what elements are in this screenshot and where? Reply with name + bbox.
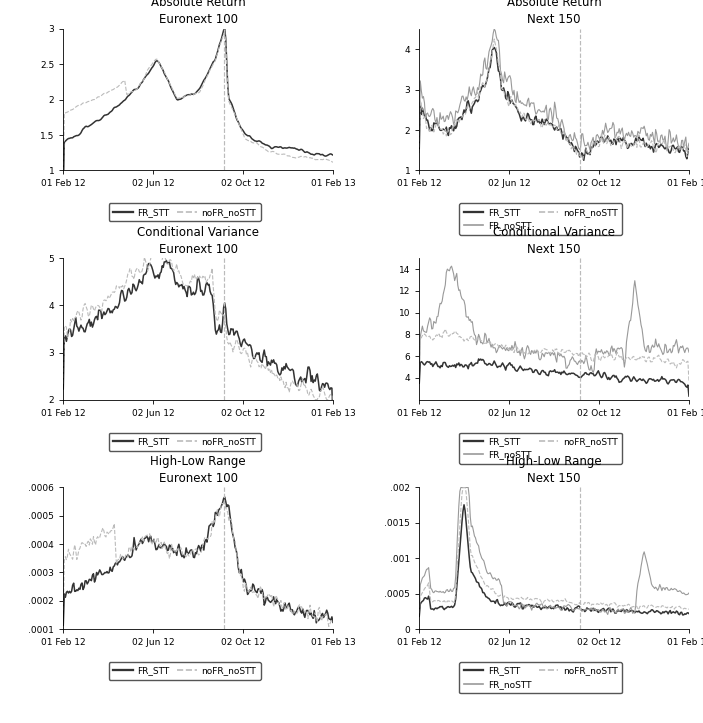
Title: High-Low Range
Next 150: High-Low Range Next 150 <box>506 455 602 485</box>
Title: High-Low Range
Euronext 100: High-Low Range Euronext 100 <box>150 455 246 485</box>
Legend: FR_STT, FR_noSTT, noFR_noSTT: FR_STT, FR_noSTT, noFR_noSTT <box>459 662 622 693</box>
Title: Conditional Variance
Euronext 100: Conditional Variance Euronext 100 <box>137 226 259 256</box>
Legend: FR_STT, noFR_noSTT: FR_STT, noFR_noSTT <box>109 432 261 450</box>
Legend: FR_STT, noFR_noSTT: FR_STT, noFR_noSTT <box>109 203 261 221</box>
Legend: FR_STT, noFR_noSTT: FR_STT, noFR_noSTT <box>109 662 261 680</box>
Legend: FR_STT, FR_noSTT, noFR_noSTT: FR_STT, FR_noSTT, noFR_noSTT <box>459 203 622 235</box>
Title: Absolute Return
Euronext 100: Absolute Return Euronext 100 <box>150 0 245 26</box>
Legend: FR_STT, FR_noSTT, noFR_noSTT: FR_STT, FR_noSTT, noFR_noSTT <box>459 432 622 464</box>
Title: Absolute Return
Next 150: Absolute Return Next 150 <box>507 0 602 26</box>
Title: Conditional Variance
Next 150: Conditional Variance Next 150 <box>493 226 615 256</box>
